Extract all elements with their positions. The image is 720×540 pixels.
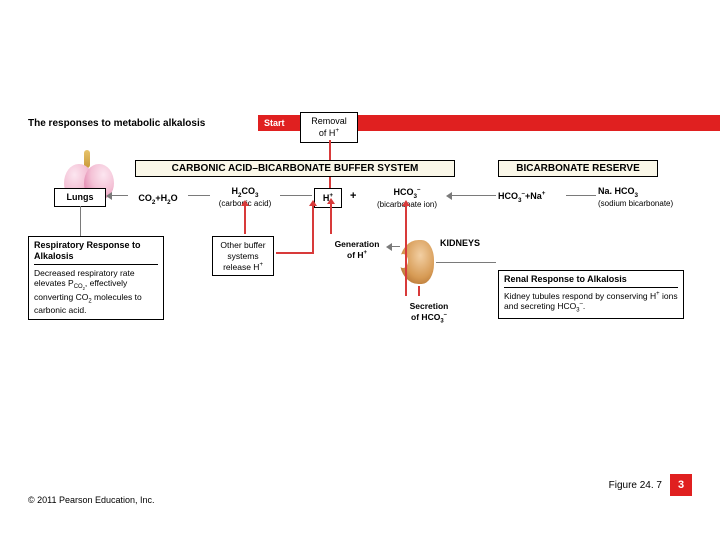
other-buffer-box: Other buffer systems release H+ bbox=[212, 236, 274, 276]
eq-hline-4 bbox=[452, 195, 496, 196]
eq-plus: + bbox=[350, 190, 356, 202]
arrow-buffer-up1 bbox=[244, 206, 246, 234]
arrow-buffer-h bbox=[276, 252, 312, 254]
eq-reserve-left: HCO3–+Na+ bbox=[498, 190, 568, 204]
removal-text: Removalof H+ bbox=[311, 116, 347, 138]
eq-hline-5 bbox=[566, 195, 596, 196]
respiratory-response-box: Respiratory Response to Alkalosis Decrea… bbox=[28, 236, 164, 320]
arrow-buffer-up2 bbox=[312, 206, 314, 254]
eq-co2h2o: CO2+H2O bbox=[128, 190, 188, 209]
page-number: 3 bbox=[670, 474, 692, 496]
line-lungs-resp bbox=[80, 206, 81, 236]
resp-title: Respiratory Response to Alkalosis bbox=[34, 240, 158, 265]
banner-buffer-system: CARBONIC ACID–BICARBONATE BUFFER SYSTEM bbox=[135, 160, 455, 177]
eq-reserve-right: Na. HCO3 (sodium bicarbonate) bbox=[598, 186, 698, 208]
renal-response-box: Renal Response to Alkalosis Kidney tubul… bbox=[498, 270, 684, 319]
page-title: The responses to metabolic alkalosis bbox=[28, 118, 238, 129]
renal-body: Kidney tubules respond by conserving H+ … bbox=[504, 291, 678, 315]
figure-number: Figure 24. 7 bbox=[609, 480, 662, 491]
generation-hplus-box: Generationof H+ bbox=[324, 236, 390, 264]
resp-body: Decreased respiratory rate elevates PCO2… bbox=[34, 268, 158, 316]
copyright: © 2011 Pearson Education, Inc. bbox=[28, 495, 155, 505]
eq-hline-1 bbox=[112, 195, 128, 196]
eq-hline-3 bbox=[280, 195, 312, 196]
arrow-sec-up bbox=[405, 206, 407, 296]
line-gen-kidney bbox=[392, 246, 400, 247]
removal-box: Removalof H+ bbox=[300, 112, 358, 143]
renal-title: Renal Response to Alkalosis bbox=[504, 274, 678, 288]
arrow-kid-sec bbox=[418, 286, 420, 296]
arrow-gen-up bbox=[330, 204, 332, 234]
banner-bicarb-reserve: BICARBONATE RESERVE bbox=[498, 160, 658, 177]
kidneys-label: KIDNEYS bbox=[440, 238, 480, 248]
eq-hline-2 bbox=[188, 195, 210, 196]
secretion-box: Secretionof HCO3– bbox=[394, 298, 464, 329]
line-kidney-renal bbox=[436, 262, 496, 263]
lungs-label-box: Lungs bbox=[54, 188, 106, 207]
